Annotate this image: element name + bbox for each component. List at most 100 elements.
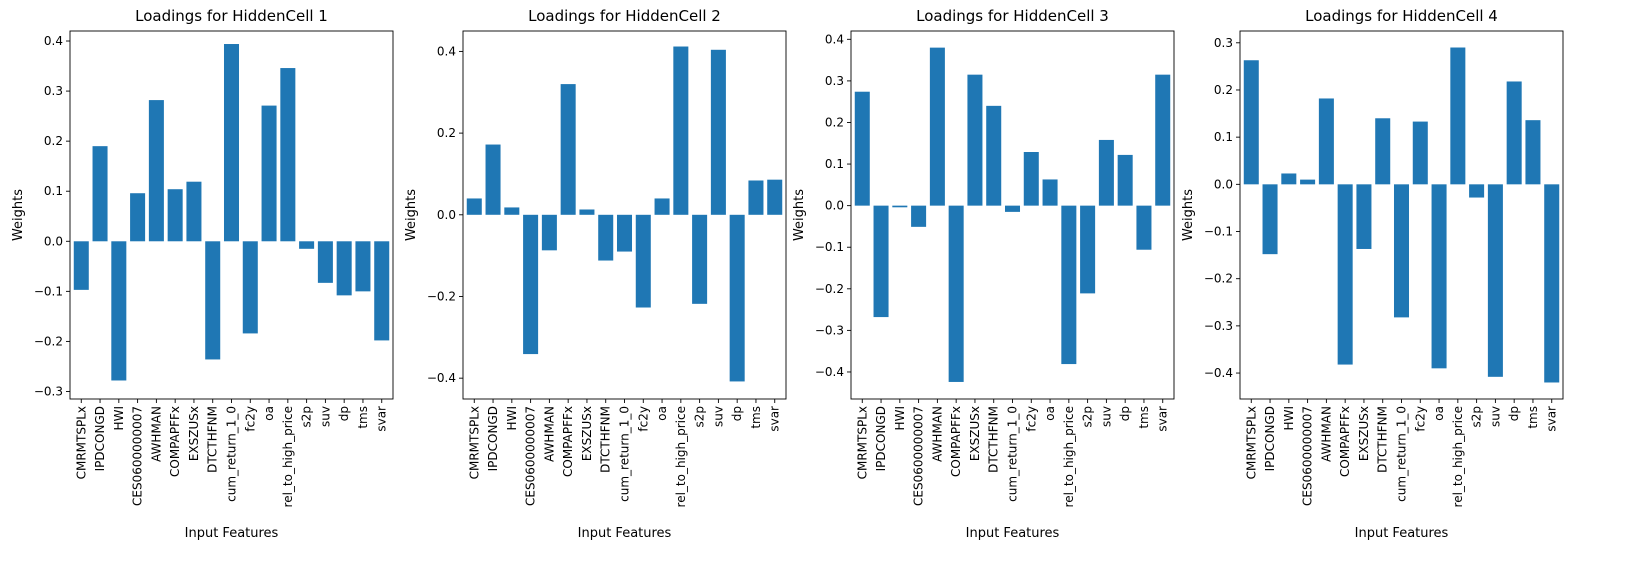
y-tick-label: 0.0: [44, 234, 63, 248]
bar-suv: [1487, 184, 1503, 377]
x-tick-label: DTCTHFNM: [987, 406, 1001, 473]
bar-fc2y: [242, 241, 258, 334]
y-tick-label: −0.3: [34, 384, 63, 398]
bar-DTCTHFNM: [205, 241, 221, 360]
y-tick-label: −0.4: [1204, 366, 1233, 380]
bar-AWHMAN: [929, 47, 945, 206]
x-tick-label: CMRMTSPLx: [855, 406, 869, 479]
x-tick-label: dp: [337, 406, 351, 421]
bar-COMPAPFFx: [560, 84, 576, 215]
x-tick-label: CMRMTSPLx: [74, 406, 88, 479]
x-tick-label: COMPAPFFx: [168, 406, 182, 477]
bar-CMRMTSPLx: [466, 198, 482, 215]
x-tick-label: svar: [768, 406, 782, 432]
x-tick-label: rel_to_high_price: [674, 406, 688, 507]
bar-AWHMAN: [541, 214, 557, 251]
bar-COMPAPFFx: [948, 205, 964, 382]
x-tick-label: tms: [1137, 406, 1151, 429]
bar-HWI: [892, 205, 908, 208]
x-tick-label: s2p: [1081, 406, 1095, 428]
bar-cum_return_1_0: [1393, 184, 1410, 318]
bar-suv: [1098, 139, 1114, 206]
x-tick-label: s2p: [1470, 406, 1484, 428]
bar-DTCTHFNM: [986, 105, 1002, 206]
bar-cum_return_1_0: [223, 44, 240, 242]
x-tick-label: DTCTHFNM: [206, 406, 220, 473]
x-tick-label: rel_to_high_price: [281, 406, 295, 507]
x-tick-label: AWHMAN: [149, 406, 163, 462]
y-tick-label: 0.2: [437, 126, 456, 140]
x-axis-label: Input Features: [1355, 526, 1449, 541]
x-tick-label: CMRMTSPLx: [1244, 406, 1258, 479]
y-tick-label: 0.4: [825, 32, 844, 46]
bar-fc2y: [635, 214, 651, 308]
x-tick-label: IPDCONGD: [1263, 406, 1277, 471]
x-tick-label: AWHMAN: [930, 406, 944, 462]
x-tick-label: svar: [1156, 406, 1170, 432]
x-tick-label: AWHMAN: [542, 406, 556, 462]
bar-DTCTHFNM: [1375, 118, 1391, 185]
y-tick-label: −0.4: [427, 371, 456, 385]
x-tick-label: IPDCONGD: [93, 406, 107, 471]
y-tick-label: 0.1: [825, 157, 844, 171]
y-tick-label: 0.3: [825, 74, 844, 88]
y-axis-label: Weights: [11, 189, 26, 241]
bar-HWI: [111, 241, 127, 381]
bar-AWHMAN: [148, 100, 164, 242]
y-tick-label: −0.1: [1204, 225, 1233, 239]
x-tick-label: dp: [730, 406, 744, 421]
x-tick-label: suv: [318, 406, 332, 427]
x-tick-label: oa: [655, 406, 669, 421]
x-tick-label: CES0600000007: [1301, 406, 1315, 506]
x-tick-label: cum_return_1_0: [1395, 406, 1409, 502]
bar-DTCTHFNM: [598, 214, 614, 261]
x-tick-label: suv: [1488, 406, 1502, 427]
x-tick-label: oa: [1432, 406, 1446, 421]
chart-panel-1: −0.3 −0.2 −0.1 0.0 0.1 0.2 0.3 0.4 CMRMTSPLx IPDC…: [11, 7, 394, 541]
bar-rel_to_high_price: [1061, 205, 1077, 365]
chart-panel-2: −0.4 −0.2 0.0 0.2 0.4 CMRMTSPLx IPDCONGD HWI CES…: [404, 7, 787, 541]
x-tick-label: suv: [1099, 406, 1113, 427]
bar-CMRMTSPLx: [73, 241, 89, 290]
bar-oa: [654, 198, 670, 215]
x-tick-label: dp: [1507, 406, 1521, 421]
x-tick-label: HWI: [112, 406, 126, 430]
bar-HWI: [1281, 173, 1297, 185]
y-tick-label: 0.0: [825, 199, 844, 213]
x-tick-label: cum_return_1_0: [1006, 406, 1020, 502]
x-tick-label: s2p: [300, 406, 314, 428]
bar-rel_to_high_price: [280, 68, 296, 242]
y-tick-label: −0.4: [815, 365, 844, 379]
y-tick-label: −0.2: [34, 334, 63, 348]
x-tick-label: suv: [711, 406, 725, 427]
x-tick-label: svar: [1545, 406, 1559, 432]
y-axis-label: Weights: [1181, 189, 1196, 241]
x-tick-label: oa: [262, 406, 276, 421]
bar-CES0600000007: [911, 205, 927, 227]
bar-svar: [374, 241, 390, 341]
x-tick-label: CMRMTSPLx: [467, 406, 481, 479]
x-tick-label: cum_return_1_0: [618, 406, 632, 502]
x-tick-label: HWI: [893, 406, 907, 430]
x-tick-label: CES0600000007: [524, 406, 538, 506]
x-tick-label: HWI: [505, 406, 519, 430]
bar-oa: [261, 105, 277, 242]
y-tick-label: −0.2: [427, 289, 456, 303]
y-tick-label: −0.3: [815, 323, 844, 337]
bar-fc2y: [1023, 152, 1039, 206]
x-tick-label: s2p: [693, 406, 707, 428]
x-tick-label: EXSZUSx: [580, 406, 594, 461]
x-tick-label: IPDCONGD: [486, 406, 500, 471]
y-axis-label: Weights: [792, 189, 807, 241]
y-tick-label: −0.1: [34, 284, 63, 298]
chart-title: Loadings for HiddenCell 3: [916, 7, 1109, 25]
x-axis-label: Input Features: [966, 526, 1060, 541]
bar-COMPAPFFx: [167, 189, 183, 242]
y-tick-label: 0.0: [1214, 177, 1233, 191]
bar-EXSZUSx: [186, 181, 202, 242]
bar-cum_return_1_0: [1004, 205, 1021, 212]
x-tick-label: HWI: [1282, 406, 1296, 430]
bar-EXSZUSx: [967, 74, 983, 206]
y-tick-label: 0.2: [1214, 83, 1233, 97]
x-tick-label: IPDCONGD: [874, 406, 888, 471]
